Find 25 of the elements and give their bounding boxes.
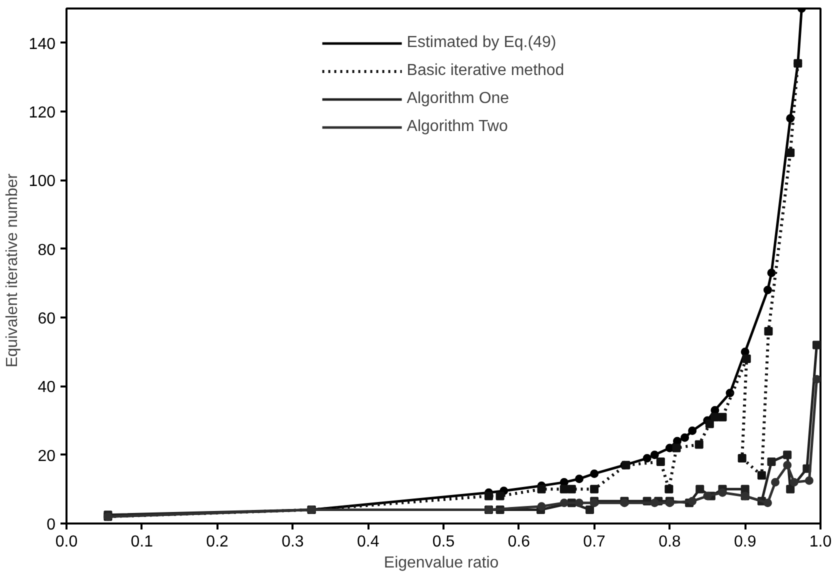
x-tick-label: 0.2: [206, 534, 229, 550]
y-tick-label: 140: [28, 36, 56, 53]
x-tick-label: 0.8: [658, 534, 681, 550]
y-tick-label: 40: [38, 379, 56, 396]
y-tick-label: 60: [38, 310, 56, 328]
x-tick-label: 0.7: [583, 534, 606, 550]
x-tick-label: 0.6: [508, 534, 530, 550]
legend-label: Algorithm One: [406, 90, 510, 108]
x-tick-label: 1.0: [809, 534, 832, 550]
legend-label: Basic iterative method: [406, 62, 564, 80]
legend-label: Algorithm Two: [406, 118, 508, 136]
y-tick-label: 100: [28, 173, 56, 190]
legend-label: Estimated by Eq.(49): [406, 34, 556, 52]
x-axis-title: Eigenvalue ratio: [384, 554, 499, 572]
x-tick-label: 0.1: [130, 534, 154, 550]
x-tick-label: 0.9: [734, 534, 756, 550]
y-tick-label: 20: [38, 448, 56, 465]
x-tick-label: 0.0: [55, 534, 78, 550]
y-axis-title: Equivalent iterative number: [4, 172, 21, 368]
x-tick-label: 0.5: [432, 534, 455, 550]
x-tick-label: 0.3: [282, 534, 304, 550]
y-tick-label: 0: [46, 516, 56, 534]
x-tick-label: 0.4: [356, 534, 380, 550]
y-tick-label: 120: [28, 104, 56, 122]
y-tick-label: 80: [38, 242, 56, 259]
